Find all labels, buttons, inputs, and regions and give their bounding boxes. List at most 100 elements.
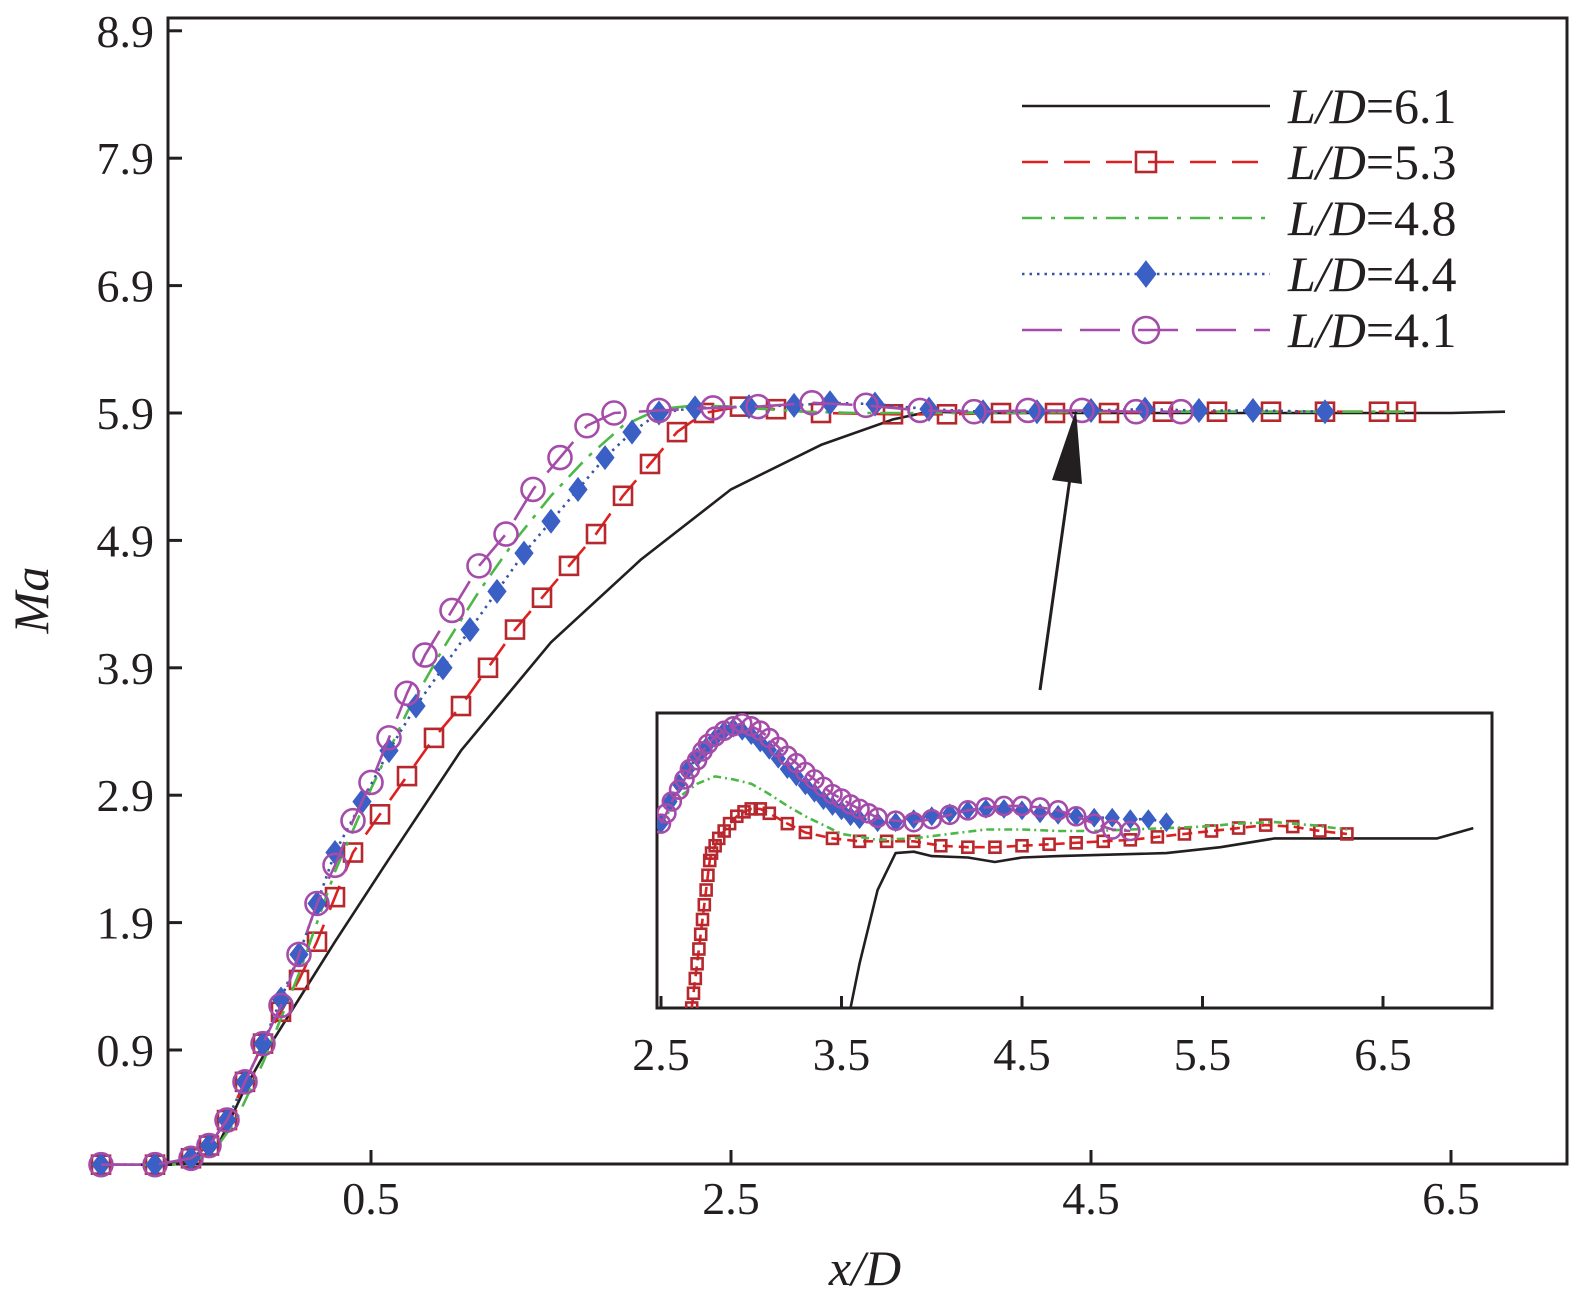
data-point-l-d-4-1	[745, 393, 771, 420]
inset-data-point-l-d-5-3	[702, 853, 717, 868]
data-point-l-d-4-1	[1069, 397, 1095, 424]
data-point-l-d-4-1	[601, 400, 627, 426]
y-tick-label: 0.9	[97, 1025, 155, 1076]
inset-callout-arrow-head	[1052, 410, 1082, 484]
y-tick-label: 6.9	[97, 261, 155, 312]
data-point-l-d-4-1	[232, 1069, 258, 1095]
data-point-l-d-4-1	[1168, 398, 1194, 425]
data-point-l-d-5-3	[531, 587, 553, 609]
data-point-l-d-4-4	[1081, 397, 1101, 423]
data-point-l-d-4-1	[286, 941, 312, 968]
inset-data-point-l-d-4-4	[1104, 807, 1120, 828]
data-point-l-d-4-4	[406, 693, 426, 719]
data-point-l-d-4-4	[541, 508, 561, 534]
inset-data-point-l-d-5-3	[1204, 824, 1219, 838]
inset-x-tick-label: 4.5	[993, 1029, 1051, 1080]
legend-label-l-d-4-1: L/D=4.1	[1287, 302, 1457, 358]
data-point-l-d-4-4	[973, 399, 993, 425]
inset-data-point-l-d-5-3	[692, 942, 706, 956]
inset-series-line-l-d-6-1	[849, 826, 1474, 1008]
inset-x-tick-label: 6.5	[1354, 1029, 1412, 1080]
inset-data-point-l-d-5-3	[722, 816, 737, 831]
inset-data-point-l-d-5-3	[1258, 818, 1273, 832]
inset-data-point-l-d-5-3	[695, 912, 710, 927]
inset-data-point-l-d-5-3	[1313, 824, 1327, 838]
data-point-l-d-4-1	[142, 1151, 168, 1178]
data-point-l-d-4-4	[568, 476, 588, 502]
data-point-l-d-4-4	[433, 655, 453, 681]
data-point-l-d-4-1	[358, 769, 384, 796]
y-tick-label: 5.9	[97, 388, 155, 439]
y-tick-label: 2.9	[97, 770, 155, 821]
data-point-l-d-4-4	[1135, 396, 1155, 422]
data-point-l-d-5-3	[450, 695, 472, 717]
data-point-l-d-4-1	[574, 412, 600, 439]
inset-data-point-l-d-5-3	[704, 846, 719, 860]
inset-data-point-l-d-4-4	[797, 775, 814, 796]
inset-data-point-l-d-5-3	[1285, 819, 1300, 834]
data-point-l-d-4-1	[853, 392, 879, 419]
x-tick-label: 6.5	[1422, 1173, 1480, 1224]
inset-data-point-l-d-5-3	[744, 802, 759, 816]
data-point-l-d-4-1	[799, 390, 825, 416]
inset-data-point-l-d-4-1	[731, 713, 753, 734]
data-point-l-d-4-1	[520, 476, 546, 503]
series-line-l-d-4-8	[101, 404, 1406, 1166]
data-point-l-d-4-4	[1243, 397, 1263, 423]
inset-data-point-l-d-5-3	[1123, 833, 1138, 847]
inset-data-point-l-d-4-1	[674, 769, 695, 790]
data-point-l-d-4-1	[88, 1151, 114, 1178]
data-point-l-d-4-1	[700, 395, 726, 421]
data-point-l-d-5-3	[585, 523, 607, 545]
inset-data-point-l-d-5-3	[690, 956, 704, 971]
y-tick-label: 8.9	[97, 6, 155, 57]
data-point-l-d-4-4	[1315, 399, 1335, 425]
inset-data-point-l-d-5-3	[879, 834, 894, 849]
inset-data-point-l-d-5-3	[825, 831, 840, 846]
data-point-l-d-4-1	[439, 597, 465, 624]
inset-data-point-l-d-4-1	[697, 733, 719, 755]
data-point-l-d-4-1	[547, 444, 573, 471]
inset-series	[657, 713, 1474, 1008]
legend-marker-l-d-4-1	[1131, 315, 1161, 345]
data-point-l-d-4-4	[514, 540, 534, 566]
inset-data-point-l-d-5-3	[1069, 835, 1083, 850]
data-point-l-d-5-3	[504, 619, 526, 640]
data-point-l-d-4-4	[487, 578, 507, 604]
data-point-l-d-4-4	[739, 394, 759, 420]
inset-x-tick-label: 5.5	[1174, 1029, 1232, 1080]
inset-series-line-l-d-5-3	[690, 807, 1348, 1008]
inset-data-point-l-d-5-3	[697, 897, 712, 912]
x-axis-label: x/D	[828, 1240, 901, 1296]
data-point-l-d-4-1	[178, 1145, 204, 1172]
data-point-l-d-5-3	[369, 804, 391, 825]
data-point-l-d-4-4	[1189, 397, 1209, 423]
inset-series-line-l-d-4-8	[659, 775, 1348, 842]
inset-data-point-l-d-5-3	[762, 806, 777, 821]
data-point-l-d-4-1	[322, 852, 348, 879]
data-point-l-d-4-4	[622, 419, 642, 445]
inset-data-point-l-d-5-3	[1096, 834, 1111, 849]
data-point-l-d-4-1	[304, 890, 330, 917]
inset-data-point-l-d-4-4	[1158, 812, 1175, 833]
data-point-l-d-4-4	[1027, 399, 1047, 425]
data-point-l-d-4-1	[250, 1030, 276, 1057]
inset-data-point-l-d-5-3	[737, 805, 751, 819]
data-point-l-d-5-3	[666, 421, 688, 443]
legend-marker-l-d-4-4	[1135, 260, 1157, 288]
data-point-l-d-5-3	[477, 657, 499, 679]
inset-data-point-l-d-4-4	[906, 809, 922, 830]
inset-data-point-l-d-5-3	[708, 838, 722, 853]
inset-data-point-l-d-4-1	[657, 813, 672, 834]
data-point-l-d-4-1	[376, 725, 402, 751]
inset-data-point-l-d-5-3	[906, 834, 921, 849]
inset-data-point-l-d-5-3	[701, 868, 715, 883]
inset-data-point-l-d-4-1	[1065, 805, 1087, 827]
legend-label-l-d-4-8: L/D=4.8	[1287, 190, 1457, 246]
legend-label-l-d-4-4: L/D=4.4	[1287, 246, 1457, 302]
x-tick-label: 2.5	[702, 1173, 760, 1224]
data-point-l-d-4-1	[907, 397, 933, 424]
data-point-l-d-5-3	[306, 931, 328, 953]
inset-data-point-l-d-4-1	[668, 779, 690, 801]
inset-data-point-l-d-5-3	[1015, 838, 1029, 853]
